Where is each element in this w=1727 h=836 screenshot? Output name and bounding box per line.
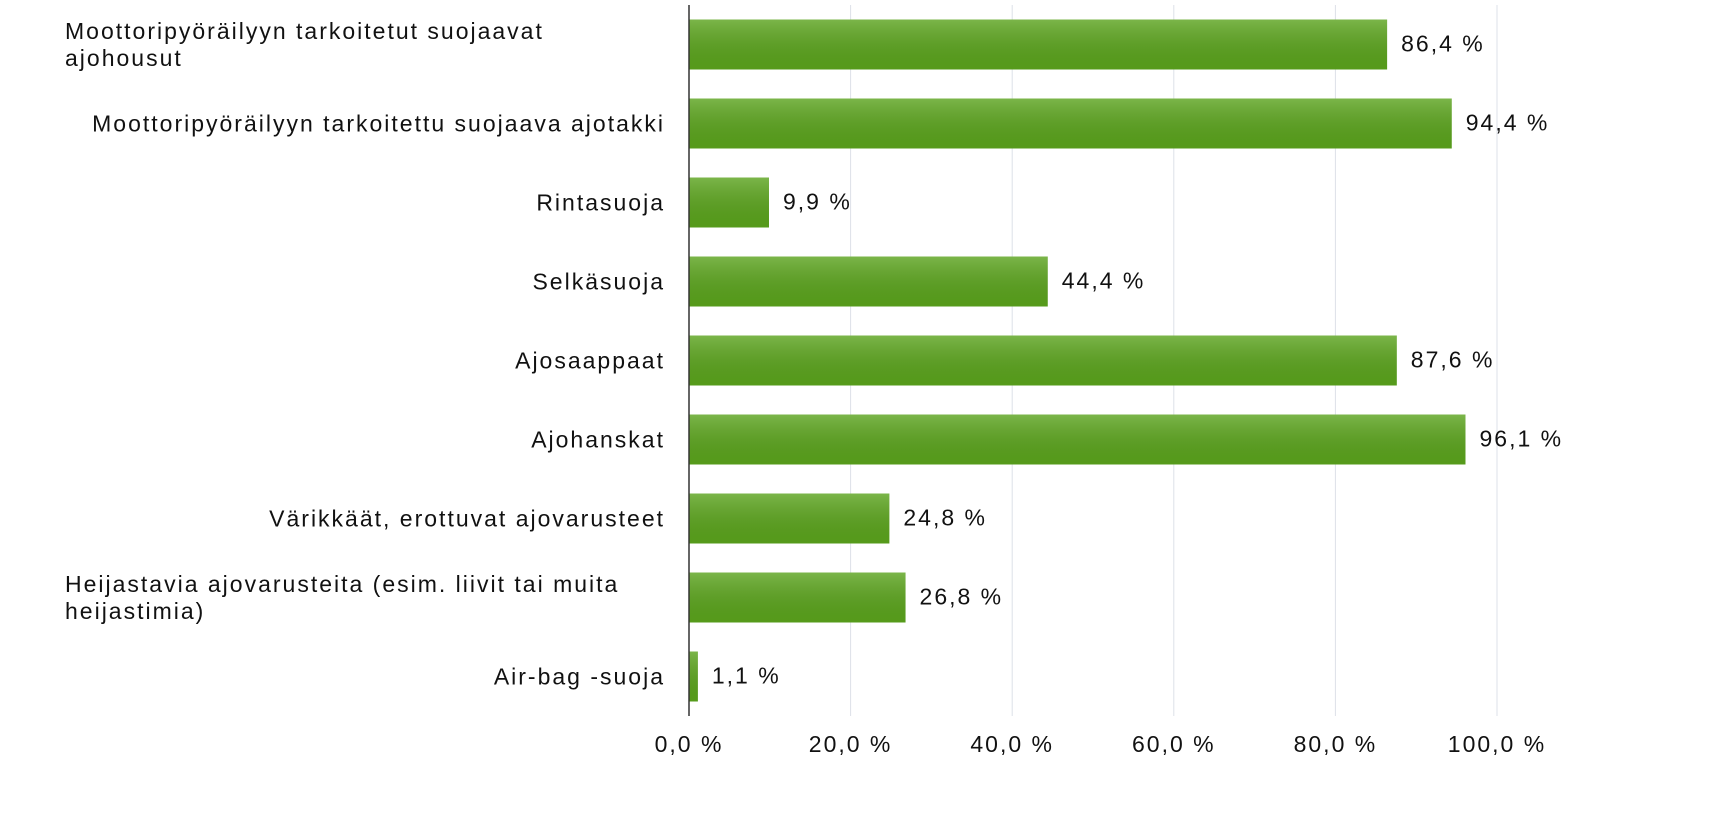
x-tick-label: 20,0 %: [809, 731, 893, 757]
bar-shade: [689, 335, 1397, 386]
y-tick-label-box: Rintasuoja: [0, 189, 665, 216]
y-tick-label-box: Moottoripyöräilyyn tarkoitettu suojaava …: [0, 110, 665, 137]
bar-shade: [689, 414, 1466, 465]
y-tick-label: Värikkäät, erottuvat ajovarusteet: [269, 505, 665, 531]
bar-shade: [689, 651, 698, 702]
y-tick-label-box: Moottoripyöräilyyn tarkoitetut suojaavat…: [0, 18, 665, 72]
y-tick-label-box: Selkäsuoja: [0, 268, 665, 295]
y-tick-label-box: Värikkäät, erottuvat ajovarusteet: [0, 505, 665, 532]
x-tick-label: 100,0 %: [1448, 731, 1546, 757]
y-tick-label: Ajosaappaat: [515, 347, 665, 373]
value-label: 9,9 %: [783, 189, 852, 215]
y-tick-label: Moottoripyöräilyyn tarkoitetut suojaavat…: [65, 17, 544, 71]
y-tick-label: Air-bag -suoja: [493, 663, 665, 689]
y-tick-label: Rintasuoja: [536, 189, 665, 215]
y-tick-label: Selkäsuoja: [532, 268, 665, 294]
value-label: 94,4 %: [1466, 110, 1550, 136]
value-label: 44,4 %: [1062, 268, 1146, 294]
y-tick-label: Heijastavia ajovarusteita (esim. liivit …: [65, 570, 620, 624]
y-tick-label-box: Ajosaappaat: [0, 347, 665, 374]
y-tick-label: Moottoripyöräilyyn tarkoitettu suojaava …: [92, 110, 665, 136]
value-label: 24,8 %: [903, 505, 987, 531]
y-tick-label-box: Air-bag -suoja: [0, 663, 665, 690]
value-label: 1,1 %: [712, 663, 781, 689]
value-label: 86,4 %: [1401, 31, 1485, 57]
bar-shade: [689, 493, 890, 544]
bar-shade: [689, 98, 1452, 149]
bar-shade: [689, 256, 1048, 307]
x-tick-label: 80,0 %: [1294, 731, 1378, 757]
bar-shade: [689, 19, 1388, 70]
bar-shade: [689, 177, 769, 228]
x-tick-label: 0,0 %: [655, 731, 724, 757]
y-tick-label: Ajohanskat: [531, 426, 665, 452]
x-tick-label: 60,0 %: [1132, 731, 1216, 757]
value-label: 96,1 %: [1479, 426, 1563, 452]
y-tick-label-box: Heijastavia ajovarusteita (esim. liivit …: [0, 571, 665, 625]
bar-shade: [689, 572, 906, 623]
value-label: 87,6 %: [1411, 347, 1495, 373]
value-label: 26,8 %: [920, 584, 1004, 610]
y-tick-label-box: Ajohanskat: [0, 426, 665, 453]
x-tick-label: 40,0 %: [970, 731, 1054, 757]
